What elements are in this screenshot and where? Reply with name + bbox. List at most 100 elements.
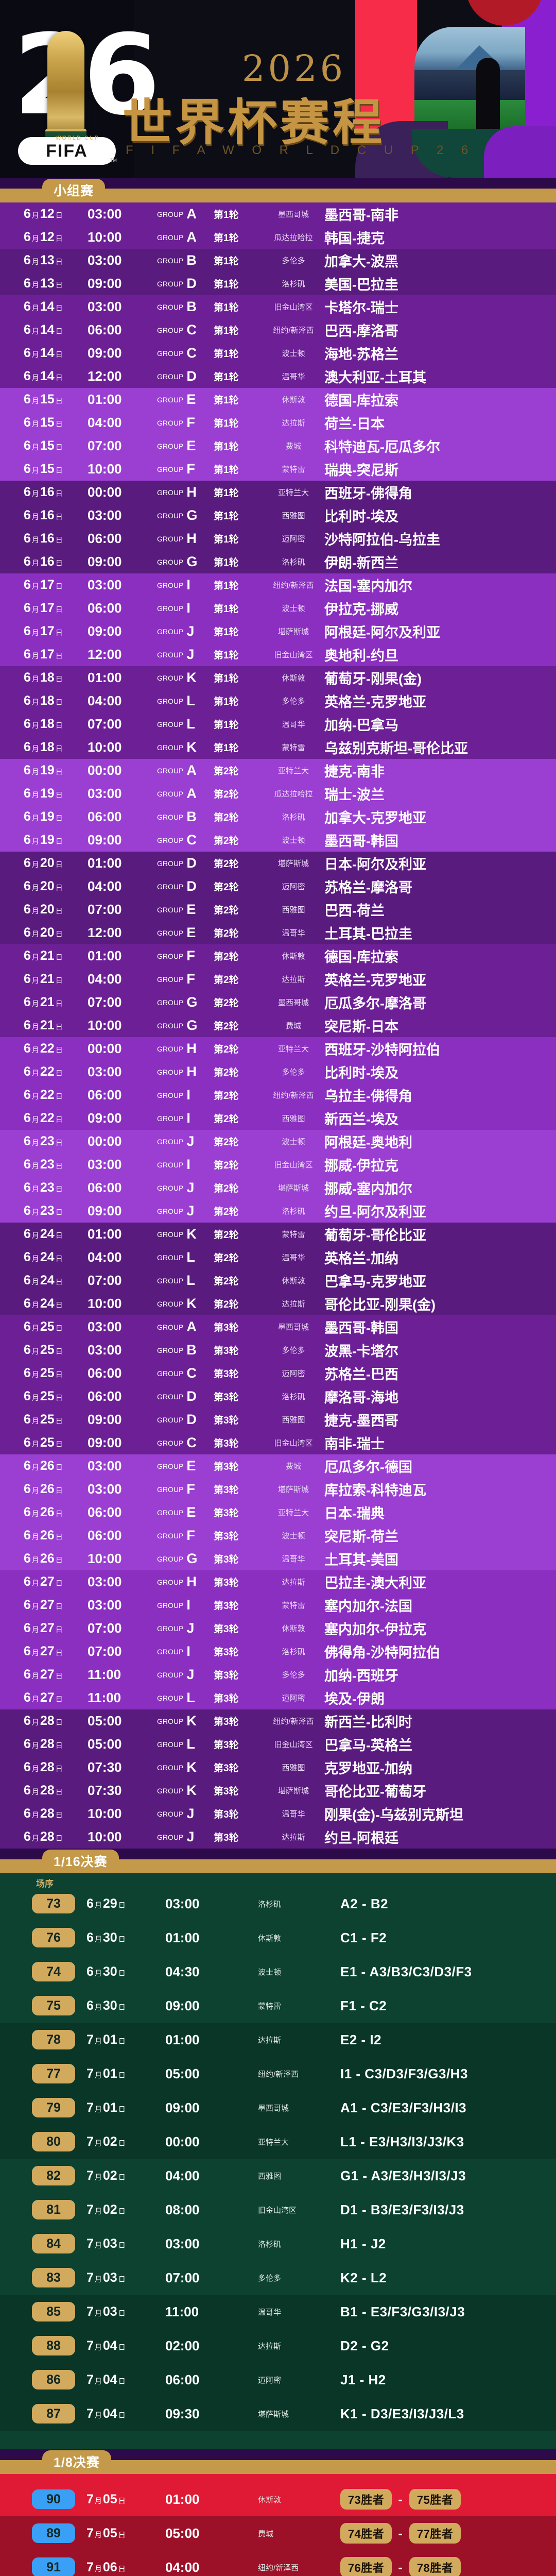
match-row[interactable]: 6 月22 日 00:00 GROUP H 第2轮 亚特兰大 西班牙-沙特阿拉伯 xyxy=(0,1037,556,1060)
match-row[interactable]: 6 月27 日 07:00 GROUP I 第3轮 洛杉矶 佛得角-沙特阿拉伯 xyxy=(0,1640,556,1663)
match-row[interactable]: 6 月28 日 05:00 GROUP K 第3轮 纽约/新泽西 新西兰-比利时 xyxy=(0,1709,556,1733)
match-row[interactable]: 6 月26 日 03:00 GROUP E 第3轮 费城 厄瓜多尔-德国 xyxy=(0,1454,556,1478)
knockout-match-row[interactable]: 88 7 月04 日 02:00 达拉斯 D2 - G2 xyxy=(0,2329,556,2363)
tab-round-of-32[interactable]: 1/16决赛 xyxy=(42,1850,119,1873)
match-row[interactable]: 6 月16 日 00:00 GROUP H 第1轮 亚特兰大 西班牙-佛得角 xyxy=(0,481,556,504)
knockout-match-row[interactable]: 78 7 月01 日 01:00 达拉斯 E2 - I2 xyxy=(0,2023,556,2057)
match-round: 第2轮 xyxy=(214,836,239,846)
match-row[interactable]: 6 月15 日 01:00 GROUP E 第1轮 休斯敦 德国-库拉索 xyxy=(0,388,556,411)
match-row[interactable]: 6 月15 日 04:00 GROUP F 第1轮 达拉斯 荷兰-日本 xyxy=(0,411,556,434)
match-row[interactable]: 6 月28 日 05:00 GROUP L 第3轮 旧金山湾区 巴拿马-英格兰 xyxy=(0,1733,556,1756)
match-row[interactable]: 6 月19 日 00:00 GROUP A 第2轮 亚特兰大 捷克-南非 xyxy=(0,759,556,782)
knockout-match-row[interactable]: 74 6 月30 日 04:30 波士顿 E1 - A3/B3/C3/D3/F3 xyxy=(0,1955,556,1989)
match-city: 洛杉矶 xyxy=(282,1393,305,1401)
knockout-match-row[interactable]: 73 6 月29 日 03:00 洛杉矶 A2 - B2 xyxy=(0,1887,556,1921)
match-row[interactable]: 6 月13 日 03:00 GROUP B 第1轮 多伦多 加拿大-波黑 xyxy=(0,249,556,272)
match-row[interactable]: 6 月12 日 10:00 GROUP A 第1轮 瓜达拉哈拉 韩国-捷克 xyxy=(0,226,556,249)
knockout-match-row[interactable]: 79 7 月01 日 09:00 墨西哥城 A1 - C3/E3/F3/H3/I3 xyxy=(0,2091,556,2125)
match-row[interactable]: 6 月20 日 07:00 GROUP E 第2轮 西雅图 巴西-荷兰 xyxy=(0,898,556,921)
match-row[interactable]: 6 月20 日 04:00 GROUP D 第2轮 迈阿密 苏格兰-摩洛哥 xyxy=(0,875,556,898)
match-row[interactable]: 6 月27 日 11:00 GROUP J 第3轮 多伦多 加纳-西班牙 xyxy=(0,1663,556,1686)
match-row[interactable]: 6 月18 日 07:00 GROUP L 第1轮 温哥华 加纳-巴拿马 xyxy=(0,713,556,736)
match-row[interactable]: 6 月25 日 06:00 GROUP C 第3轮 迈阿密 苏格兰-巴西 xyxy=(0,1362,556,1385)
match-row[interactable]: 6 月21 日 04:00 GROUP F 第2轮 达拉斯 英格兰-克罗地亚 xyxy=(0,968,556,991)
match-row[interactable]: 6 月27 日 03:00 GROUP H 第3轮 达拉斯 巴拉圭-澳大利亚 xyxy=(0,1570,556,1594)
match-row[interactable]: 6 月23 日 06:00 GROUP J 第2轮 堪萨斯城 挪威-塞内加尔 xyxy=(0,1176,556,1199)
match-row[interactable]: 6 月19 日 03:00 GROUP A 第2轮 瓜达拉哈拉 瑞士-波兰 xyxy=(0,782,556,805)
knockout-match-row[interactable]: 75 6 月30 日 09:00 蒙特雷 F1 - C2 xyxy=(0,1989,556,2023)
match-row[interactable]: 6 月26 日 06:00 GROUP E 第3轮 亚特兰大 日本-瑞典 xyxy=(0,1501,556,1524)
tab-round-of-16[interactable]: 1/8决赛 xyxy=(42,2450,111,2474)
tab-group-stage[interactable]: 小组赛 xyxy=(42,179,106,202)
match-row[interactable]: 6 月19 日 09:00 GROUP C 第2轮 波士顿 墨西哥-韩国 xyxy=(0,828,556,852)
match-row[interactable]: 6 月17 日 03:00 GROUP I 第1轮 纽约/新泽西 法国-塞内加尔 xyxy=(0,573,556,597)
match-row[interactable]: 6 月22 日 06:00 GROUP I 第2轮 纽约/新泽西 乌拉圭-佛得角 xyxy=(0,1083,556,1107)
match-row[interactable]: 6 月25 日 06:00 GROUP D 第3轮 洛杉矶 摩洛哥-海地 xyxy=(0,1385,556,1408)
knockout-match-row[interactable]: 83 7 月03 日 07:00 多伦多 K2 - L2 xyxy=(0,2261,556,2295)
match-row[interactable]: 6 月23 日 03:00 GROUP I 第2轮 旧金山湾区 挪威-伊拉克 xyxy=(0,1153,556,1176)
match-row[interactable]: 6 月28 日 10:00 GROUP J 第3轮 达拉斯 约旦-阿根廷 xyxy=(0,1825,556,1849)
match-row[interactable]: 6 月18 日 10:00 GROUP K 第1轮 蒙特雷 乌兹别克斯坦-哥伦比亚 xyxy=(0,736,556,759)
match-row[interactable]: 6 月17 日 09:00 GROUP J 第1轮 堪萨斯城 阿根廷-阿尔及利亚 xyxy=(0,620,556,643)
match-row[interactable]: 6 月28 日 07:30 GROUP K 第3轮 西雅图 克罗地亚-加纳 xyxy=(0,1756,556,1779)
match-row[interactable]: 6 月16 日 09:00 GROUP G 第1轮 洛杉矶 伊朗-新西兰 xyxy=(0,550,556,573)
match-row[interactable]: 6 月14 日 12:00 GROUP D 第1轮 温哥华 澳大利亚-土耳其 xyxy=(0,365,556,388)
knockout-match-row[interactable]: 76 6 月30 日 01:00 休斯敦 C1 - F2 xyxy=(0,1921,556,1955)
knockout-match-row[interactable]: 89 7 月05 日 05:00 费城 74胜者 -77胜者 xyxy=(0,2516,556,2550)
match-row[interactable]: 6 月14 日 09:00 GROUP C 第1轮 波士顿 海地-苏格兰 xyxy=(0,342,556,365)
match-row[interactable]: 6 月21 日 07:00 GROUP G 第2轮 墨西哥城 厄瓜多尔-摩洛哥 xyxy=(0,991,556,1014)
knockout-match-row[interactable]: 80 7 月02 日 00:00 亚特兰大 L1 - E3/H3/I3/J3/K3 xyxy=(0,2125,556,2159)
match-row[interactable]: 6 月26 日 03:00 GROUP F 第3轮 堪萨斯城 库拉索-科特迪瓦 xyxy=(0,1478,556,1501)
match-city: 旧金山湾区 xyxy=(274,651,313,659)
match-row[interactable]: 6 月18 日 01:00 GROUP K 第1轮 休斯敦 葡萄牙-刚果(金) xyxy=(0,666,556,689)
match-row[interactable]: 6 月14 日 03:00 GROUP B 第1轮 旧金山湾区 卡塔尔-瑞士 xyxy=(0,295,556,318)
knockout-match-row[interactable]: 77 7 月01 日 05:00 纽约/新泽西 I1 - C3/D3/F3/G3/H3 xyxy=(0,2057,556,2091)
match-row[interactable]: 6 月22 日 09:00 GROUP I 第2轮 西雅图 新西兰-埃及 xyxy=(0,1107,556,1130)
match-row[interactable]: 6 月27 日 11:00 GROUP L 第3轮 迈阿密 埃及-伊朗 xyxy=(0,1686,556,1709)
knockout-match-row[interactable]: 84 7 月03 日 03:00 洛杉矶 H1 - J2 xyxy=(0,2227,556,2261)
match-row[interactable]: 6 月25 日 03:00 GROUP A 第3轮 墨西哥城 墨西哥-韩国 xyxy=(0,1315,556,1338)
match-row[interactable]: 6 月26 日 10:00 GROUP G 第3轮 温哥华 土耳其-美国 xyxy=(0,1547,556,1570)
knockout-match-row[interactable]: 85 7 月03 日 11:00 温哥华 B1 - E3/F3/G3/I3/J3 xyxy=(0,2295,556,2329)
match-teams: 巴西-荷兰 xyxy=(324,903,385,919)
match-date: 6 月16 日 xyxy=(24,508,63,522)
knockout-match-row[interactable]: 87 7 月04 日 09:30 堪萨斯城 K1 - D3/E3/I3/J3/L3 xyxy=(0,2397,556,2431)
match-row[interactable]: 6 月24 日 04:00 GROUP L 第2轮 温哥华 英格兰-加纳 xyxy=(0,1246,556,1269)
match-row[interactable]: 6 月26 日 06:00 GROUP F 第3轮 波士顿 突尼斯-荷兰 xyxy=(0,1524,556,1547)
knockout-match-row[interactable]: 81 7 月02 日 08:00 旧金山湾区 D1 - B3/E3/F3/I3/J3 xyxy=(0,2193,556,2227)
match-row[interactable]: 6 月22 日 03:00 GROUP H 第2轮 多伦多 比利时-埃及 xyxy=(0,1060,556,1083)
match-time: 10:00 xyxy=(88,1296,122,1311)
match-row[interactable]: 6 月25 日 03:00 GROUP B 第3轮 多伦多 波黑-卡塔尔 xyxy=(0,1338,556,1362)
match-row[interactable]: 6 月16 日 03:00 GROUP G 第1轮 西雅图 比利时-埃及 xyxy=(0,504,556,527)
knockout-match-row[interactable]: 82 7 月02 日 04:00 西雅图 G1 - A3/E3/H3/I3/J3 xyxy=(0,2159,556,2193)
knockout-match-row[interactable]: 86 7 月04 日 06:00 迈阿密 J1 - H2 xyxy=(0,2363,556,2397)
match-row[interactable]: 6 月23 日 00:00 GROUP J 第2轮 波士顿 阿根廷-奥地利 xyxy=(0,1130,556,1153)
match-row[interactable]: 6 月17 日 12:00 GROUP J 第1轮 旧金山湾区 奥地利-约旦 xyxy=(0,643,556,666)
match-row[interactable]: 6 月25 日 09:00 GROUP C 第3轮 旧金山湾区 南非-瑞士 xyxy=(0,1431,556,1454)
match-row[interactable]: 6 月14 日 06:00 GROUP C 第1轮 纽约/新泽西 巴西-摩洛哥 xyxy=(0,318,556,342)
team-slot-right: 75胜者 xyxy=(409,2489,461,2510)
match-row[interactable]: 6 月15 日 10:00 GROUP F 第1轮 蒙特雷 瑞典-突尼斯 xyxy=(0,457,556,481)
match-row[interactable]: 6 月16 日 06:00 GROUP H 第1轮 迈阿密 沙特阿拉伯-乌拉圭 xyxy=(0,527,556,550)
match-row[interactable]: 6 月27 日 03:00 GROUP I 第3轮 蒙特雷 塞内加尔-法国 xyxy=(0,1594,556,1617)
match-row[interactable]: 6 月27 日 07:00 GROUP J 第3轮 休斯敦 塞内加尔-伊拉克 xyxy=(0,1617,556,1640)
match-row[interactable]: 6 月19 日 06:00 GROUP B 第2轮 洛杉矶 加拿大-克罗地亚 xyxy=(0,805,556,828)
match-row[interactable]: 6 月28 日 10:00 GROUP J 第3轮 温哥华 刚果(金)-乌兹别克斯坦 xyxy=(0,1802,556,1825)
match-row[interactable]: 6 月17 日 06:00 GROUP I 第1轮 波士顿 伊拉克-挪威 xyxy=(0,597,556,620)
match-row[interactable]: 6 月28 日 07:30 GROUP K 第3轮 堪萨斯城 哥伦比亚-葡萄牙 xyxy=(0,1779,556,1802)
match-row[interactable]: 6 月25 日 09:00 GROUP D 第3轮 西雅图 捷克-墨西哥 xyxy=(0,1408,556,1431)
match-row[interactable]: 6 月21 日 10:00 GROUP G 第2轮 费城 突尼斯-日本 xyxy=(0,1014,556,1037)
match-row[interactable]: 6 月20 日 01:00 GROUP D 第2轮 堪萨斯城 日本-阿尔及利亚 xyxy=(0,852,556,875)
match-row[interactable]: 6 月24 日 07:00 GROUP L 第2轮 休斯敦 巴拿马-克罗地亚 xyxy=(0,1269,556,1292)
match-row[interactable]: 6 月15 日 07:00 GROUP E 第1轮 费城 科特迪瓦-厄瓜多尔 xyxy=(0,434,556,457)
knockout-match-row[interactable]: 91 7 月06 日 04:00 纽约/新泽西 76胜者 -78胜者 xyxy=(0,2550,556,2576)
knockout-match-row[interactable]: 90 7 月05 日 01:00 休斯敦 73胜者 -75胜者 xyxy=(0,2482,556,2516)
match-row[interactable]: 6 月23 日 09:00 GROUP J 第2轮 洛杉矶 约旦-阿尔及利亚 xyxy=(0,1199,556,1223)
match-row[interactable]: 6 月24 日 01:00 GROUP K 第2轮 蒙特雷 葡萄牙-哥伦比亚 xyxy=(0,1223,556,1246)
match-row[interactable]: 6 月24 日 10:00 GROUP K 第2轮 达拉斯 哥伦比亚-刚果(金) xyxy=(0,1292,556,1315)
match-row[interactable]: 6 月13 日 09:00 GROUP D 第1轮 洛杉矶 美国-巴拉圭 xyxy=(0,272,556,295)
match-row[interactable]: 6 月18 日 04:00 GROUP L 第1轮 多伦多 英格兰-克罗地亚 xyxy=(0,689,556,713)
match-row[interactable]: 6 月21 日 01:00 GROUP F 第2轮 休斯敦 德国-库拉索 xyxy=(0,944,556,968)
match-row[interactable]: 6 月12 日 03:00 GROUP A 第1轮 墨西哥城 墨西哥-南非 xyxy=(0,202,556,226)
match-row[interactable]: 6 月20 日 12:00 GROUP E 第2轮 温哥华 土耳其-巴拉圭 xyxy=(0,921,556,944)
